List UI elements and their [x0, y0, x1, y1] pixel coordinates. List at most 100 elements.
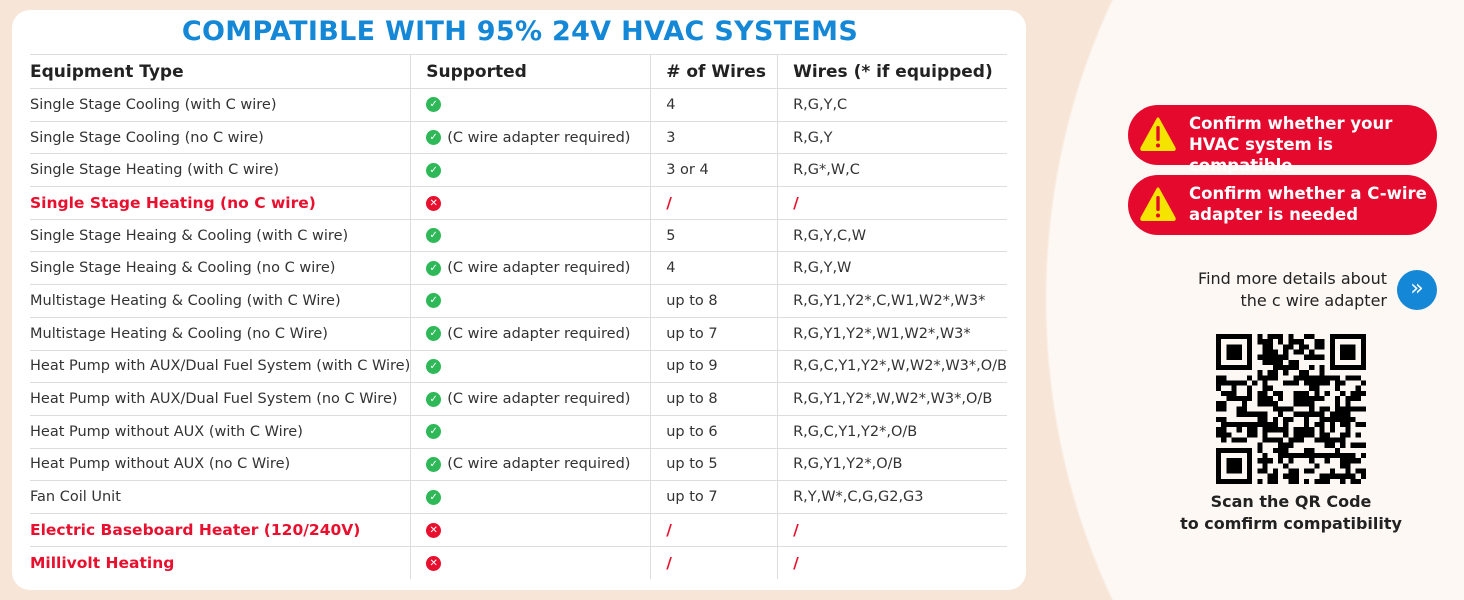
- qr-module: [1262, 416, 1268, 422]
- qr-module: [1272, 349, 1279, 355]
- check-circle-icon: ✓: [426, 391, 442, 407]
- qr-module: [1334, 447, 1341, 453]
- qr-module: [1283, 447, 1289, 453]
- qr-module: [1334, 365, 1341, 371]
- qr-module: [1247, 375, 1253, 381]
- scan-text: Scan the QR Code to comfirm compatibility: [1160, 491, 1422, 535]
- wire-count: 3: [650, 120, 778, 154]
- qr-module: [1216, 406, 1222, 412]
- qr-module: [1329, 437, 1335, 443]
- qr-module: [1247, 447, 1253, 453]
- qr-module: [1303, 396, 1310, 402]
- qr-module: [1236, 468, 1242, 474]
- table-header: Equipment Type Supported # of Wires Wire…: [30, 54, 1007, 89]
- table-row: Heat Pump with AUX/Dual Fuel System (no …: [30, 382, 1007, 416]
- qr-module: [1252, 380, 1258, 386]
- qr-module: [1247, 385, 1253, 391]
- qr-module: [1267, 349, 1273, 355]
- qr-module: [1216, 463, 1222, 469]
- equipment-type: Multistage Heating & Cooling (with C Wir…: [30, 284, 411, 318]
- qr-module: [1283, 432, 1289, 438]
- qr-module: [1360, 473, 1366, 479]
- qr-module: [1272, 334, 1279, 340]
- qr-module: [1293, 365, 1299, 371]
- supported-cell: ✓: [410, 153, 651, 187]
- qr-module: [1360, 344, 1366, 350]
- qr-module: [1303, 416, 1310, 422]
- qr-module: [1319, 344, 1325, 350]
- qr-module: [1324, 390, 1330, 397]
- header-supported: Supported: [410, 54, 651, 89]
- wire-list: R,G,Y1,Y2*,W1,W2*,W3*: [777, 316, 1007, 350]
- qr-module: [1314, 437, 1320, 443]
- qr-module: [1298, 411, 1304, 417]
- wire-count: /: [650, 545, 778, 579]
- qr-module: [1288, 359, 1294, 366]
- qr-module: [1293, 452, 1299, 459]
- qr-module: [1319, 411, 1325, 417]
- wire-list: R,G,Y: [777, 120, 1007, 154]
- qr-module: [1226, 380, 1232, 386]
- table-row: Heat Pump without AUX (with C Wire) ✓ up…: [30, 414, 1007, 449]
- qr-module: [1350, 390, 1356, 397]
- qr-module: [1350, 349, 1356, 355]
- qr-module: [1288, 468, 1294, 474]
- qr-module: [1247, 468, 1253, 474]
- qr-module: [1293, 468, 1299, 474]
- find-more-text[interactable]: Find more details about the c wire adapte…: [1150, 268, 1387, 312]
- qr-module: [1272, 354, 1279, 360]
- qr-module: [1216, 452, 1222, 459]
- qr-module: [1216, 473, 1222, 479]
- qr-module: [1360, 359, 1366, 366]
- find-more-line1: Find more details about: [1198, 269, 1387, 288]
- equipment-type: Single Stage Cooling (with C wire): [30, 88, 411, 122]
- qr-module: [1252, 427, 1258, 433]
- qr-module: [1283, 463, 1289, 469]
- qr-module: [1314, 339, 1320, 345]
- qr-module: [1247, 390, 1253, 397]
- qr-module: [1257, 390, 1263, 397]
- qr-module: [1319, 406, 1325, 412]
- qr-module: [1267, 427, 1273, 433]
- qr-module: [1309, 334, 1315, 340]
- qr-module: [1272, 473, 1279, 479]
- qr-module: [1319, 427, 1325, 433]
- qr-module: [1350, 458, 1356, 464]
- qr-module: [1360, 380, 1366, 386]
- qr-module: [1319, 375, 1325, 381]
- qr-module: [1226, 396, 1232, 402]
- qr-module: [1278, 442, 1284, 448]
- qr-module: [1329, 375, 1335, 381]
- qr-module: [1350, 473, 1356, 479]
- equipment-type: Single Stage Cooling (no C wire): [30, 120, 411, 154]
- qr-module: [1241, 334, 1248, 340]
- equipment-type: Single Stage Heaing & Cooling (no C wire…: [30, 251, 411, 285]
- qr-module: [1298, 349, 1304, 355]
- qr-module: [1293, 437, 1299, 443]
- qr-code[interactable]: [1216, 334, 1366, 484]
- qr-module: [1283, 406, 1289, 412]
- qr-module: [1236, 427, 1242, 433]
- qr-module: [1340, 442, 1346, 448]
- qr-module: [1309, 385, 1315, 391]
- qr-module: [1278, 427, 1284, 433]
- wire-count: up to 8: [650, 284, 778, 318]
- qr-module: [1360, 406, 1366, 412]
- page-title: COMPATIBLE WITH 95% 24V HVAC SYSTEMS: [181, 16, 859, 47]
- qr-module: [1226, 432, 1232, 438]
- qr-module: [1272, 427, 1279, 433]
- qr-module: [1324, 442, 1330, 448]
- double-chevron-right-icon[interactable]: »: [1397, 270, 1437, 310]
- qr-module: [1324, 473, 1330, 479]
- qr-module: [1216, 339, 1222, 345]
- wire-list: R,G,C,Y1,Y2*,O/B: [777, 414, 1007, 449]
- qr-module: [1247, 411, 1253, 417]
- qr-module: [1303, 411, 1310, 417]
- qr-module: [1345, 411, 1351, 417]
- qr-module: [1293, 473, 1299, 479]
- wire-count: 4: [650, 251, 778, 285]
- wire-list: /: [777, 186, 1007, 220]
- qr-module: [1314, 354, 1320, 360]
- qr-module: [1221, 390, 1227, 397]
- supported-cell: ✕: [410, 512, 651, 547]
